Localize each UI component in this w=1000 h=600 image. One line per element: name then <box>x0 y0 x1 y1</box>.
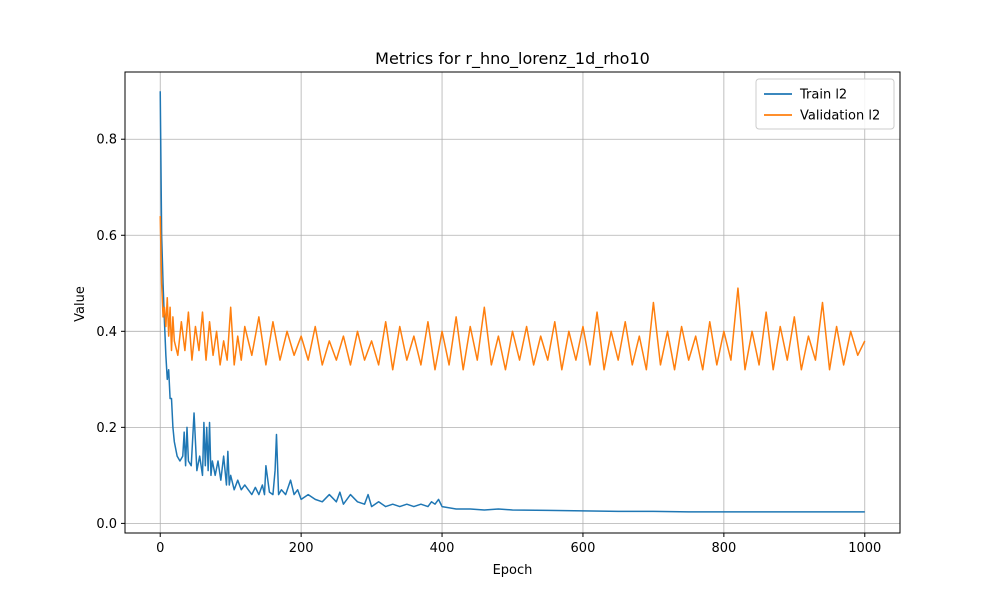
axis-ticks: 0 200 400 600 800 1000 0.0 0.2 0.4 0.6 0.8 <box>96 133 881 556</box>
series-lines <box>159 91 866 513</box>
series-line-validation-l2 <box>159 216 866 371</box>
series-line-train-l2 <box>159 91 865 513</box>
y-axis-label: Value <box>73 286 88 322</box>
legend-label: Train l2 <box>799 88 847 103</box>
y-tick-label: 0.0 <box>96 517 117 532</box>
grid-lines <box>125 72 900 533</box>
legend-box <box>755 78 895 130</box>
x-tick-label: 600 <box>571 541 596 556</box>
x-tick-label: 0 <box>156 541 164 556</box>
plot-frame <box>124 71 901 534</box>
x-tick-label: 400 <box>430 541 455 556</box>
legend: Train l2 Validation l2 <box>755 78 895 130</box>
y-tick-label: 0.2 <box>96 421 117 436</box>
y-tick-label: 0.4 <box>96 325 117 340</box>
x-tick-label: 800 <box>711 541 736 556</box>
x-tick-label: 1000 <box>848 541 881 556</box>
y-tick-label: 0.8 <box>96 133 117 148</box>
y-tick-label: 0.6 <box>96 229 117 244</box>
chart-title: Metrics for r_hno_lorenz_1d_rho10 <box>375 49 650 69</box>
x-axis-label: Epoch <box>493 563 533 578</box>
x-tick-label: 200 <box>289 541 314 556</box>
legend-label: Validation l2 <box>800 109 880 124</box>
